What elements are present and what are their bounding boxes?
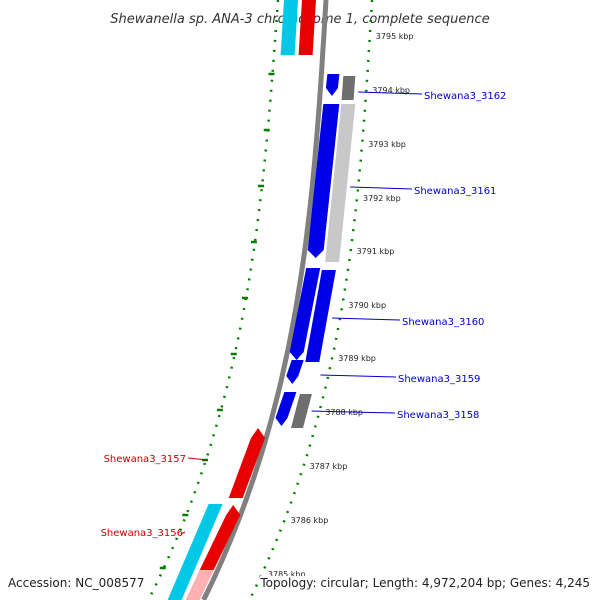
gene-feature <box>280 0 298 55</box>
tick-label: 3788 kbp <box>325 408 363 417</box>
tick-label: 3790 kbp <box>348 301 386 310</box>
gene-feature <box>167 504 223 600</box>
label-leader <box>320 374 397 378</box>
tick-label: 3794 kbp <box>372 86 410 95</box>
gene-feature <box>325 74 340 96</box>
gc-skew-track <box>147 0 374 600</box>
gene-label: Shewana3_3159 <box>398 374 480 385</box>
backbone-line <box>201 0 329 600</box>
gene-feature <box>298 0 316 55</box>
tick-label: 3791 kbp <box>357 247 395 256</box>
tick-label: 3795 kbp <box>376 32 414 41</box>
map-title: Shewanella sp. ANA-3 chromosome 1, compl… <box>110 12 489 27</box>
label-leader <box>358 91 423 95</box>
gene-label: Shewana3_3162 <box>424 91 506 102</box>
tick-label: 3785 kbp <box>268 570 306 579</box>
label-leader <box>311 410 396 414</box>
gene-feature <box>286 360 304 384</box>
label-leader <box>350 186 413 190</box>
label-leader <box>187 457 208 461</box>
label-leader <box>332 317 401 321</box>
gene-labels: Shewana3_3162 Shewana3_3161 Shewana3_3160 S… <box>101 91 507 539</box>
tick-label: 3793 kbp <box>368 140 406 149</box>
gc-skew-dots-right <box>248 0 374 600</box>
label-leader <box>180 531 186 535</box>
gene-feature <box>341 76 356 100</box>
topology-text: Topology: circular; Length: 4,972,204 bp… <box>260 576 590 590</box>
gene-feature <box>325 104 356 262</box>
gene-feature <box>291 394 312 428</box>
gene-feature <box>185 570 214 600</box>
tick-label: 3789 kbp <box>338 354 376 363</box>
scale-ticks: 3795 kbp 3794 kbp 3793 kbp 3792 kbp 3791 kbp… <box>268 32 414 579</box>
gene-label: Shewana3_3161 <box>414 186 496 197</box>
accession-text: Accession: NC_008577 <box>8 576 145 590</box>
backbone <box>201 0 329 600</box>
gene-feature <box>305 270 336 362</box>
feature-track <box>167 0 356 600</box>
gene-label: Shewana3_3156 <box>101 528 183 539</box>
gene-label: Shewana3_3157 <box>104 454 186 465</box>
gc-skew-dots-left <box>147 0 280 600</box>
gene-feature <box>275 392 297 426</box>
gene-feature <box>199 505 241 570</box>
gene-feature <box>228 428 265 498</box>
gene-label: Shewana3_3158 <box>397 410 479 421</box>
gene-feature <box>307 104 340 258</box>
tick-label: 3786 kbp <box>291 516 329 525</box>
tick-label: 3787 kbp <box>310 462 348 471</box>
tick-label: 3792 kbp <box>363 194 401 203</box>
gene-feature <box>289 268 321 360</box>
gene-label: Shewana3_3160 <box>402 317 484 328</box>
